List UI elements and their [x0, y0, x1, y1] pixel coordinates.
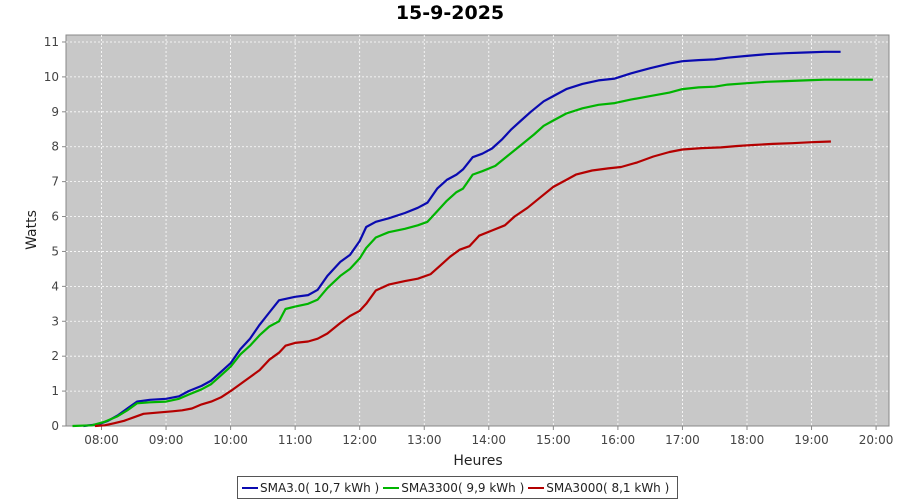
x-tick-label: 09:00	[149, 433, 184, 447]
legend-swatch	[383, 486, 400, 489]
x-tick-label: 12:00	[342, 433, 377, 447]
legend-swatch	[528, 486, 545, 489]
y-tick-label: 2	[51, 349, 59, 363]
y-tick-label: 10	[44, 70, 59, 84]
series-line-0	[83, 50, 841, 428]
series-line-1	[72, 78, 873, 428]
legend-item: SMA3300( 9,9 kWh )	[383, 481, 524, 495]
x-tick-label: 15:00	[536, 433, 571, 447]
x-axis-ticks: 08:00 09:00 10:00 11:00 12:00 13:00 14:00 15:00…	[84, 426, 893, 447]
y-tick-label: 9	[51, 105, 59, 119]
x-tick-label: 11:00	[278, 433, 313, 447]
plot-area	[65, 34, 890, 427]
x-tick-label: 14:00	[471, 433, 506, 447]
x-tick-label: 13:00	[407, 433, 442, 447]
grid-lines	[66, 35, 889, 426]
series-lines	[72, 50, 873, 428]
x-tick-label: 19:00	[794, 433, 829, 447]
chart-title: 15-9-2025	[395, 2, 505, 24]
y-tick-label: 7	[51, 175, 59, 189]
x-tick-label: 08:00	[84, 433, 119, 447]
y-tick-label: 4	[51, 279, 59, 293]
y-tick-label: 3	[51, 314, 59, 328]
legend-label: SMA3300( 9,9 kWh )	[401, 480, 525, 495]
y-axis-ticks: 0 1 2 3 4 5 6 7 8 9 10 11	[44, 35, 66, 433]
series-line-2	[94, 140, 831, 428]
y-tick-label: 1	[51, 384, 59, 398]
x-tick-label: 10:00	[213, 433, 248, 447]
y-tick-label: 6	[51, 210, 59, 224]
x-tick-label: 18:00	[730, 433, 765, 447]
y-tick-label: 8	[51, 140, 59, 154]
y-axis-label: Watts	[24, 210, 40, 250]
legend-label: SMA3000( 8,1 kWh )	[546, 480, 670, 495]
y-tick-label: 0	[51, 419, 59, 433]
x-tick-label: 16:00	[601, 433, 636, 447]
legend-swatch	[242, 486, 258, 489]
x-tick-label: 17:00	[665, 433, 700, 447]
x-axis-label: Heures	[453, 453, 502, 469]
legend: SMA3.0( 10,7 kWh ) SMA3300( 9,9 kWh ) SMA3…	[237, 476, 679, 499]
legend-item: SMA3.0( 10,7 kWh )	[242, 481, 379, 495]
y-tick-label: 11	[44, 35, 59, 49]
y-tick-label: 5	[51, 244, 59, 258]
legend-label: SMA3.0( 10,7 kWh )	[260, 480, 380, 495]
x-tick-label: 20:00	[859, 433, 894, 447]
legend-item: SMA3000( 8,1 kWh )	[528, 481, 669, 495]
